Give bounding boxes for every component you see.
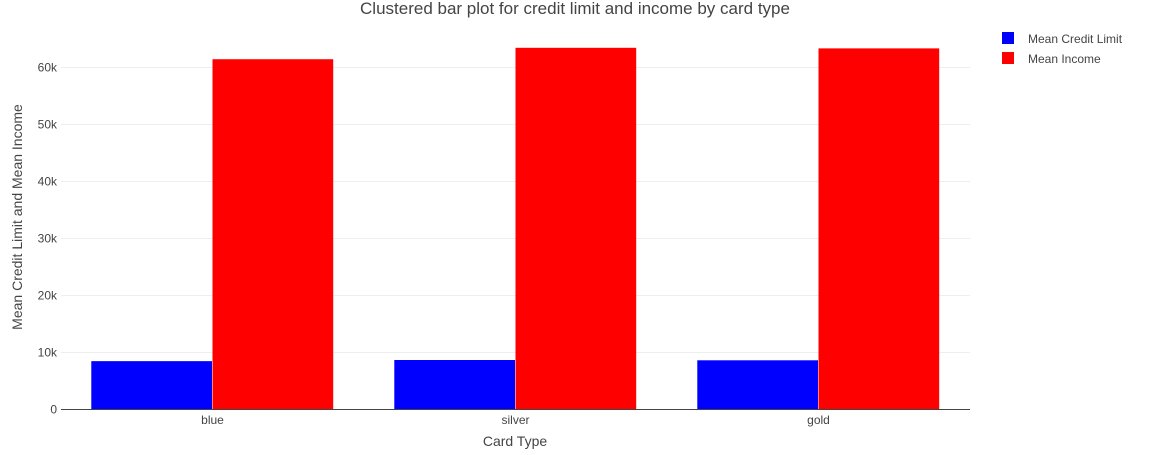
legend-label: Mean Credit Limit — [1028, 32, 1123, 46]
legend-swatch — [1002, 32, 1014, 44]
legend-item[interactable]: Mean Credit Limit — [1002, 32, 1123, 46]
y-tick-label: 40k — [38, 175, 58, 189]
legend-label: Mean Income — [1028, 52, 1101, 66]
bar-mean-income-blue[interactable] — [212, 59, 334, 410]
y-axis-ticks: 0 10k 20k 30k 40k 50k 60k — [38, 61, 58, 417]
legend-swatch — [1002, 52, 1014, 64]
y-tick-label: 10k — [38, 346, 58, 360]
x-tick-label: gold — [807, 413, 830, 427]
x-axis-ticks: blue silver gold — [201, 413, 830, 427]
y-axis-title: Mean Credit Limit and Mean Income — [9, 104, 25, 330]
bar-mean-income-gold[interactable] — [818, 48, 940, 410]
x-tick-label: silver — [501, 413, 529, 427]
y-tick-label: 0 — [50, 403, 57, 417]
y-tick-label: 30k — [38, 232, 58, 246]
chart-title: Clustered bar plot for credit limit and … — [360, 0, 790, 18]
x-axis-title: Card Type — [483, 433, 548, 449]
y-tick-label: 50k — [38, 118, 58, 132]
x-tick-label: blue — [201, 413, 224, 427]
y-tick-label: 20k — [38, 289, 58, 303]
y-tick-label: 60k — [38, 61, 58, 75]
legend-item[interactable]: Mean Income — [1002, 52, 1101, 66]
bar-mean-credit-limit-gold[interactable] — [697, 360, 818, 409]
bar-mean-credit-limit-blue[interactable] — [91, 361, 212, 409]
bars — [91, 47, 940, 410]
bar-mean-credit-limit-silver[interactable] — [394, 360, 515, 409]
bar-mean-income-silver[interactable] — [515, 47, 637, 409]
legend[interactable]: Mean Credit Limit Mean Income — [1002, 32, 1123, 66]
